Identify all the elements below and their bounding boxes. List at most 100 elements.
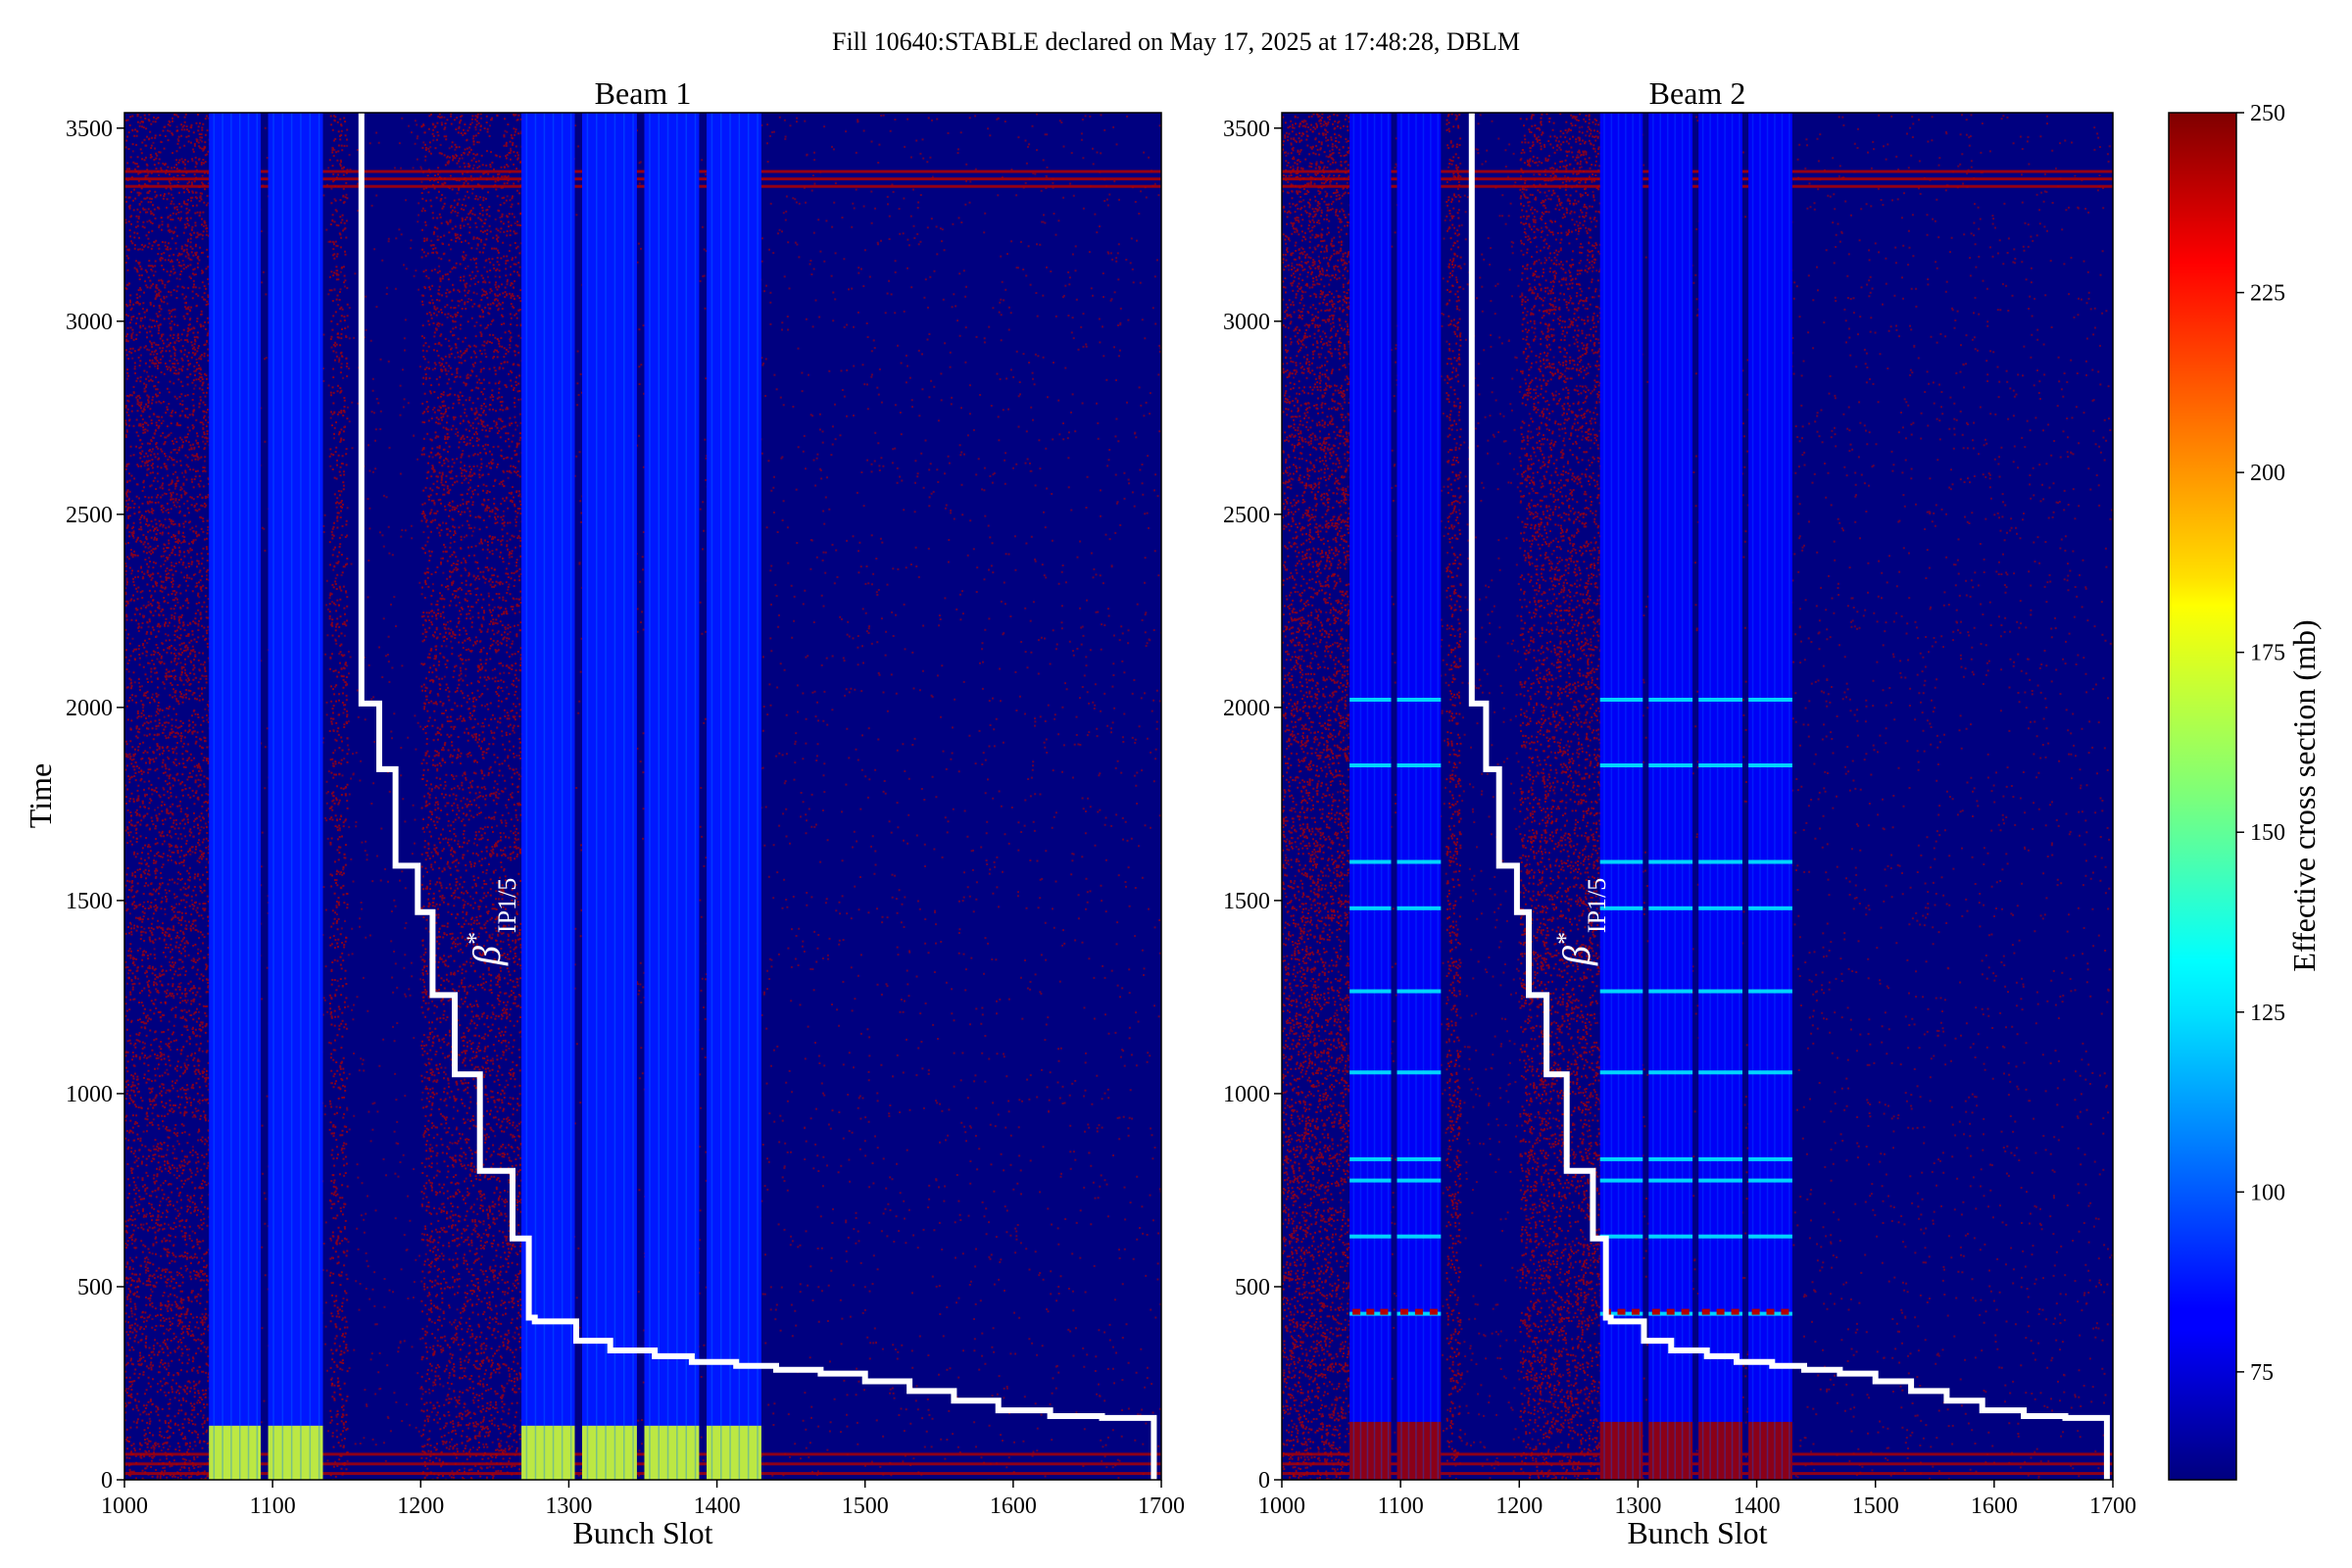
x-tick-label: 1700 (1138, 1494, 1185, 1519)
noise-stripe (124, 170, 1161, 173)
colorbar-gradient (2169, 113, 2236, 1480)
bright-line (1648, 1070, 1693, 1075)
bunch-train-startup (1748, 1421, 1792, 1480)
bunch-train (1349, 113, 1392, 1480)
bright-line (1349, 1234, 1392, 1239)
y-tick-label: 2500 (1223, 503, 1270, 528)
beta-step-path (1468, 113, 2110, 1480)
colorbar-tick-label: 125 (2250, 1001, 2285, 1026)
beam1-title: Beam 1 (595, 75, 692, 111)
bright-line (1648, 698, 1693, 702)
bunch-streak (666, 113, 669, 1480)
bunch-streak (1774, 113, 1776, 1480)
bunch-streak (1751, 113, 1754, 1480)
bunch-streak (1731, 113, 1734, 1480)
bunch-train-startup (582, 1425, 637, 1480)
bunch-streak (623, 113, 625, 1480)
x-tick-label: 1400 (694, 1494, 741, 1519)
beam1-x-axis: 1000 1100 1200 1300 1400 1500 1600 1700 (101, 1480, 1185, 1519)
bunch-streak (552, 113, 555, 1480)
bright-line (1599, 698, 1643, 702)
bunch-streak (1689, 113, 1690, 1480)
noise-band (124, 113, 212, 1480)
noise-dots-sparse (1282, 114, 2113, 1480)
beam2-x-axis: 1000 1100 1200 1300 1400 1500 1600 1700 (1258, 1480, 2136, 1519)
bunch-streak (1766, 113, 1769, 1480)
bunch-streak (1400, 113, 1402, 1480)
noise-band (1446, 113, 1462, 1480)
bright-line (1396, 1178, 1442, 1183)
bunch-streak (1639, 113, 1642, 1480)
bunch-train (707, 113, 761, 1480)
hotspot (1651, 1308, 1660, 1315)
hotspot (1766, 1308, 1775, 1315)
bunch-streak (586, 113, 589, 1480)
bunch-streak (1366, 113, 1369, 1480)
bunch-streak (1610, 113, 1613, 1480)
x-tick-label: 1300 (1614, 1494, 1661, 1519)
bunch-train-startup (644, 1425, 700, 1480)
bunch-streak (632, 113, 634, 1480)
bright-line (1698, 989, 1742, 994)
bright-line (1599, 906, 1643, 910)
bright-line (1698, 859, 1742, 864)
beta-step-path (358, 113, 1157, 1480)
noise-stripe (124, 1462, 1161, 1466)
y-tick-label: 1500 (66, 889, 113, 914)
bunch-train-startup (1396, 1421, 1442, 1480)
beam2-beta-line (1468, 113, 2110, 1480)
bunch-train (582, 113, 637, 1480)
beam1-ylabel: Time (23, 763, 58, 828)
bunch-streak (596, 113, 598, 1480)
x-tick-label: 1600 (1971, 1494, 2018, 1519)
bright-line (1648, 906, 1693, 910)
bunch-streak (309, 113, 312, 1480)
bunch-streak (1617, 113, 1620, 1480)
y-tick-label: 500 (77, 1275, 113, 1300)
colorbar-tick-label: 150 (2250, 820, 2285, 846)
bright-line (1599, 1156, 1643, 1161)
bright-line (1599, 1178, 1643, 1183)
noise-stripe (1282, 1452, 2113, 1456)
bright-line (1748, 989, 1792, 994)
bunch-streak (1681, 113, 1684, 1480)
noise-stripe (1282, 177, 2113, 181)
bright-line (1349, 1178, 1392, 1183)
hotspot (1400, 1308, 1408, 1315)
bright-line (1396, 698, 1442, 702)
x-tick-label: 1500 (842, 1494, 889, 1519)
bright-line (1648, 763, 1693, 767)
hotspot (1380, 1308, 1389, 1315)
colorbar: 75 100 125 150 175 200 225 250 Effective cross … (2168, 101, 2322, 1481)
bright-line (1349, 906, 1392, 910)
x-tick-label: 1500 (1852, 1494, 1899, 1519)
hotspot (1731, 1308, 1740, 1315)
bunch-streak (221, 113, 223, 1480)
beam1-beta-annotation: β*IP1/5 (462, 878, 521, 966)
bunch-train (1648, 113, 1693, 1480)
hotspot (1429, 1308, 1438, 1315)
bunch-streak (290, 113, 293, 1480)
bright-line (1349, 989, 1392, 994)
bunch-train (644, 113, 700, 1480)
bunch-streak (613, 113, 616, 1480)
y-tick-label: 2000 (1223, 696, 1270, 721)
noise-stripe (1282, 170, 2113, 173)
bright-line (1396, 763, 1442, 767)
hotspot (1414, 1308, 1423, 1315)
bunch-streak (658, 113, 660, 1480)
bunch-train (1748, 113, 1792, 1480)
bright-line (1698, 1070, 1742, 1075)
noise-band (1519, 113, 1602, 1480)
colorbar-tick-label: 250 (2250, 101, 2285, 126)
bright-line (1349, 1070, 1392, 1075)
bunch-streak (1674, 113, 1676, 1480)
bright-line (1748, 1234, 1792, 1239)
hotspot (1716, 1308, 1725, 1315)
bright-line (1748, 1178, 1792, 1183)
y-tick-label: 1000 (1223, 1082, 1270, 1107)
bright-line (1748, 1070, 1792, 1075)
x-tick-label: 1600 (990, 1494, 1037, 1519)
bright-line (1648, 859, 1693, 864)
